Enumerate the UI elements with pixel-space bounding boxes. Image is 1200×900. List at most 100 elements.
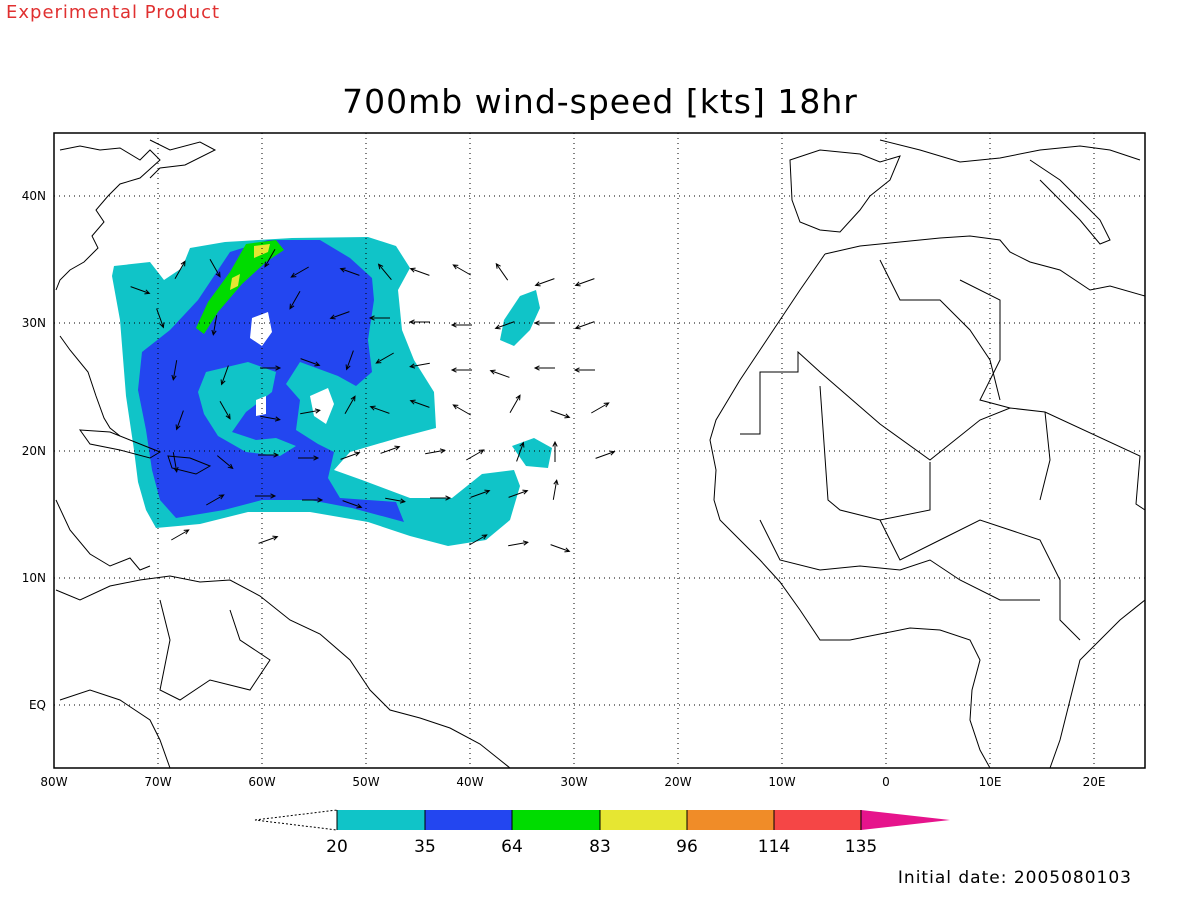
colorbar-segment-5 — [687, 810, 774, 830]
colorbar-label-35: 35 — [414, 837, 436, 857]
wind-vector — [369, 405, 390, 414]
wind-vector — [509, 394, 521, 413]
lon-label-20e: 20E — [1083, 775, 1106, 789]
wind-vector — [466, 449, 485, 461]
canada-coast — [149, 139, 217, 179]
colorbar-label-135: 135 — [845, 837, 877, 857]
wind-vector — [298, 455, 320, 461]
colorbar-label-20: 20 — [326, 837, 348, 857]
wind-vector — [533, 365, 555, 371]
colorbar-high-triangle — [861, 810, 950, 830]
wind-vector — [574, 321, 595, 330]
florida-coast — [59, 335, 121, 437]
europe-coast — [879, 139, 1141, 163]
colorbar: 20 35 64 83 96 114 135 — [254, 809, 950, 857]
wind-vector — [408, 319, 430, 325]
wind-vector — [344, 395, 356, 414]
wind-vector — [171, 529, 190, 541]
south-america-coast — [55, 575, 511, 768]
wind-vector — [450, 367, 472, 373]
hispaniola-coast — [167, 455, 212, 475]
wind-vector — [255, 493, 277, 499]
colorbar-label-83: 83 — [589, 837, 611, 857]
wind-vector — [380, 445, 401, 454]
lat-label-eq: EQ — [29, 698, 46, 712]
wind-vector — [377, 263, 392, 281]
wind-vector — [339, 267, 360, 276]
wind-vector — [508, 540, 529, 547]
shade-gap-3 — [256, 396, 266, 416]
wind-vector — [452, 404, 471, 416]
wind-vector — [595, 450, 616, 459]
wind-vector — [409, 399, 430, 408]
lat-label-40n: 40N — [22, 189, 46, 203]
wind-vector — [409, 362, 430, 369]
wind-vector — [130, 286, 151, 295]
wind-vectors — [130, 249, 616, 553]
lon-label-40w: 40W — [456, 775, 483, 789]
wind-vector — [591, 402, 610, 414]
colorbar-low-triangle — [254, 809, 338, 831]
map-frame — [53, 132, 1146, 769]
shade-gap-1 — [250, 312, 272, 346]
shade-20-35-inner — [198, 362, 296, 456]
wind-vector — [329, 311, 350, 320]
wind-vector — [450, 322, 472, 328]
lon-label-50w: 50W — [352, 775, 379, 789]
wind-vector — [368, 315, 390, 321]
wind-vector — [550, 544, 571, 553]
wind-vector — [494, 321, 515, 330]
wind-vector — [264, 249, 276, 268]
colorbar-segment-3 — [512, 810, 600, 830]
africa-borders-f — [879, 259, 1001, 401]
south-america-border — [59, 689, 171, 768]
shade-20-35-patch — [512, 438, 552, 468]
wind-vector — [385, 497, 406, 504]
wind-vector — [175, 410, 184, 431]
wind-vector — [289, 291, 301, 310]
wind-vector — [209, 259, 221, 278]
central-america-coast — [55, 499, 151, 571]
wind-vector — [260, 415, 281, 422]
iberia-coast — [789, 149, 901, 233]
africa-borders-b — [819, 385, 931, 521]
wind-vector — [534, 278, 555, 287]
wind-vector — [258, 535, 279, 544]
wind-vector — [425, 448, 446, 455]
wind-vector — [340, 451, 361, 460]
lon-label-70w: 70W — [144, 775, 171, 789]
shade-20-35-island — [500, 290, 540, 346]
wind-vector — [495, 262, 509, 281]
wind-vector — [156, 308, 165, 329]
wind-vector — [375, 352, 394, 364]
north-america-coast — [55, 145, 161, 291]
wind-vector — [533, 320, 555, 326]
cuba-coast — [78, 429, 162, 459]
wind-vector — [258, 452, 280, 458]
wind-vector — [300, 358, 321, 367]
wind-vector — [470, 489, 491, 498]
africa-borders-a — [740, 350, 1145, 511]
colorbar-segment-4 — [600, 810, 687, 830]
africa-borders-c — [879, 519, 1081, 641]
shade-83-96-b — [230, 274, 240, 290]
colorbar-label-96: 96 — [676, 837, 698, 857]
wind-vector — [290, 266, 309, 278]
colorbar-label-64: 64 — [501, 837, 523, 857]
wind-vector — [216, 455, 234, 470]
wind-vector — [219, 401, 231, 420]
lon-label-0: 0 — [882, 775, 890, 789]
wind-vector — [430, 495, 452, 501]
wind-vector — [516, 441, 525, 462]
west-africa-coast — [709, 253, 991, 768]
shade-gap-2 — [310, 388, 334, 424]
wind-vector — [211, 315, 218, 336]
wind-vector — [452, 264, 471, 276]
wind-vector — [220, 365, 229, 386]
lon-label-10e: 10E — [979, 775, 1002, 789]
wind-vector — [574, 278, 595, 287]
graticule — [54, 133, 1145, 768]
lon-label-20w: 20W — [664, 775, 691, 789]
lat-label-10n: 10N — [22, 571, 46, 585]
